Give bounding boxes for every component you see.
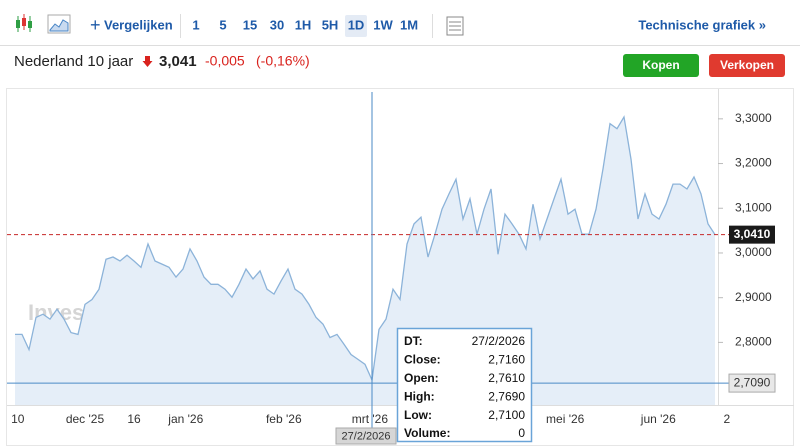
- interval-button[interactable]: 15: [243, 17, 257, 32]
- tooltip-value: 2,7610: [488, 371, 525, 385]
- y-tick-label: 2,9000: [735, 290, 772, 304]
- plus-icon: +: [90, 15, 101, 35]
- active-interval-bg: [345, 15, 367, 37]
- interval-button[interactable]: 5H: [322, 17, 339, 32]
- interval-button[interactable]: 1W: [373, 17, 393, 32]
- tooltip-value: 2,7690: [488, 389, 525, 403]
- tooltip: [396, 327, 533, 443]
- technical-chart-link[interactable]: Technische grafiek »: [638, 17, 766, 32]
- x-tick-label: mrt '26: [352, 412, 389, 426]
- tooltip-value: 2,7100: [488, 408, 525, 422]
- area-icon[interactable]: [47, 14, 71, 34]
- down-arrow: [142, 56, 153, 67]
- x-tick-label: jun '26: [640, 412, 676, 426]
- tooltip-key: DT:: [404, 334, 423, 348]
- crosshair-date-tag: [335, 427, 397, 445]
- last-price-label: 3,0410: [734, 227, 771, 241]
- x-tick-label: dec '25: [66, 412, 105, 426]
- last-price-tag: [729, 225, 775, 244]
- x-tick-label: 16: [127, 412, 141, 426]
- interval-button[interactable]: 30: [270, 17, 284, 32]
- interval-button[interactable]: 1H: [295, 17, 312, 32]
- interval-button[interactable]: 5: [219, 17, 226, 32]
- tooltip-value: 27/2/2026: [472, 334, 526, 348]
- crosshair-price-label: 2,7090: [734, 375, 771, 389]
- compare-button[interactable]: Vergelijken: [104, 17, 173, 32]
- sell-button[interactable]: [709, 54, 785, 77]
- chart-frame: [6, 88, 794, 446]
- x-tick-label: mei '26: [546, 412, 585, 426]
- tooltip-value: 0: [518, 426, 525, 440]
- tooltip-key: Volume:: [404, 426, 450, 440]
- y-tick-label: 2,8000: [735, 335, 772, 349]
- interval-button[interactable]: 1M: [400, 17, 418, 32]
- instrument-name: Nederland 10 jaar: [14, 53, 133, 70]
- candle-icon[interactable]: [15, 14, 43, 37]
- area: [15, 117, 715, 405]
- x-tick-label: 2: [724, 412, 731, 426]
- price: 3,041: [159, 53, 197, 70]
- crosshair-price-tag: [728, 373, 776, 393]
- x-tick-label: feb '26: [266, 412, 302, 426]
- buy-button[interactable]: [623, 54, 699, 77]
- price-line: [15, 115, 716, 383]
- table-icon[interactable]: [446, 16, 464, 36]
- x-tick-label: 10: [11, 412, 25, 426]
- tooltip-value: 2,7160: [488, 353, 525, 367]
- y-tick-label: 3,0000: [735, 245, 772, 259]
- sell-label[interactable]: Verkopen: [720, 58, 774, 72]
- tooltip-key: Open:: [404, 371, 439, 385]
- buy-label[interactable]: Kopen: [642, 58, 679, 72]
- crosshair-date-label: 27/2/2026: [342, 430, 391, 442]
- y-tick-label: 3,2000: [735, 156, 772, 170]
- interval-button[interactable]: 1: [192, 17, 199, 32]
- y-tick-label: 3,3000: [735, 111, 772, 125]
- change: -0,005: [205, 53, 245, 69]
- tooltip-key: Close:: [404, 353, 441, 367]
- tooltip-key: Low:: [404, 408, 432, 422]
- tooltip-key: High:: [404, 389, 435, 403]
- y-tick-label: 3,1000: [735, 200, 772, 214]
- interval-button[interactable]: 1D: [348, 17, 365, 32]
- x-tick-label: jan '26: [167, 412, 203, 426]
- change-pct: (-0,16%): [256, 53, 310, 69]
